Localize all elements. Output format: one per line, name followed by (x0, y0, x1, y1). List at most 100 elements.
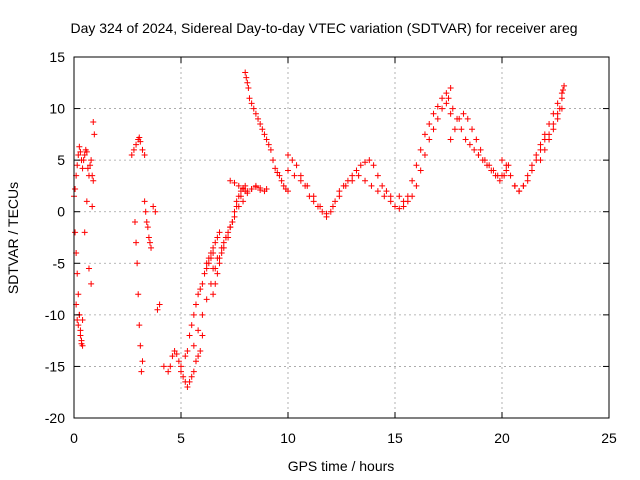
data-point (396, 193, 403, 200)
data-point (263, 136, 270, 143)
data-point (336, 188, 343, 195)
data-point (233, 198, 240, 205)
data-point (537, 157, 544, 164)
data-point (409, 193, 416, 200)
data-point (537, 141, 544, 148)
plot-frame (73, 56, 610, 419)
data-point (87, 162, 94, 169)
data-point (255, 115, 262, 122)
data-point (270, 157, 277, 164)
data-point (137, 138, 144, 145)
data-point (430, 110, 437, 117)
data-point (77, 148, 84, 155)
data-point (267, 146, 274, 153)
data-point (210, 265, 217, 272)
data-point (128, 151, 135, 158)
axis-ticks: 0 5 10 15 20 25 -20 -15 -10 -5 0 5 10 15 (45, 49, 617, 446)
data-point (79, 165, 86, 172)
data-point (214, 255, 221, 262)
data-point (464, 115, 471, 122)
data-point (327, 208, 334, 215)
data-point (89, 172, 96, 179)
data-point (387, 193, 394, 200)
data-point (152, 208, 159, 215)
data-point (475, 151, 482, 158)
data-point (197, 347, 204, 354)
data-point (554, 115, 561, 122)
data-point (184, 384, 191, 391)
data-point (133, 141, 140, 148)
data-point (91, 131, 98, 138)
data-point (319, 208, 326, 215)
data-point (297, 177, 304, 184)
data-point (280, 182, 287, 189)
data-point (362, 177, 369, 184)
data-point (227, 177, 234, 184)
data-point (74, 270, 81, 277)
data-point (439, 105, 446, 112)
data-point (212, 239, 219, 246)
y-axis-label: SDTVAR / TECUs (5, 182, 21, 294)
data-point (218, 244, 225, 251)
data-point (175, 358, 182, 365)
data-point (366, 157, 373, 164)
data-point (195, 353, 202, 360)
data-point (528, 162, 535, 169)
data-point (154, 306, 161, 313)
data-point (265, 141, 272, 148)
x-tick-label: 10 (280, 430, 296, 446)
data-point (182, 353, 189, 360)
data-point (503, 162, 510, 169)
data-point (75, 151, 82, 158)
data-point (507, 172, 514, 179)
data-point (511, 182, 518, 189)
data-point (72, 229, 79, 236)
data-point (524, 172, 531, 179)
data-point (362, 159, 369, 166)
data-point (443, 90, 450, 97)
data-point (136, 134, 143, 141)
data-point (447, 136, 454, 143)
data-point (190, 342, 197, 349)
data-point (261, 131, 268, 138)
data-point (460, 110, 467, 117)
data-point (252, 110, 259, 117)
data-point (379, 182, 386, 189)
data-point (199, 332, 206, 339)
data-point (413, 182, 420, 189)
data-point (550, 121, 557, 128)
data-point (137, 342, 144, 349)
data-point (400, 203, 407, 210)
data-point (195, 327, 202, 334)
data-point (220, 239, 227, 246)
data-point (188, 373, 195, 380)
data-point (76, 143, 83, 150)
y-tick-label: 15 (49, 49, 65, 65)
data-point (141, 198, 148, 205)
data-point (207, 249, 214, 256)
data-point (554, 110, 561, 117)
data-point (130, 146, 137, 153)
data-point (276, 172, 283, 179)
data-point (520, 182, 527, 189)
data-point (396, 205, 403, 212)
data-point (74, 162, 81, 169)
data-point (392, 203, 398, 210)
data-point (83, 148, 90, 155)
data-point (499, 172, 505, 179)
data-point (310, 193, 317, 200)
data-point (231, 208, 238, 215)
y-tick-label: -20 (45, 410, 65, 426)
data-point (242, 69, 249, 76)
data-point (293, 162, 300, 169)
data-point (173, 351, 180, 358)
data-point (85, 265, 92, 272)
data-point (203, 260, 210, 267)
data-point (349, 177, 356, 184)
y-tick-label: -10 (45, 307, 65, 323)
data-point (417, 167, 424, 174)
data-point (329, 203, 336, 210)
data-point (546, 131, 553, 138)
data-point (141, 151, 148, 158)
data-point (458, 126, 465, 133)
